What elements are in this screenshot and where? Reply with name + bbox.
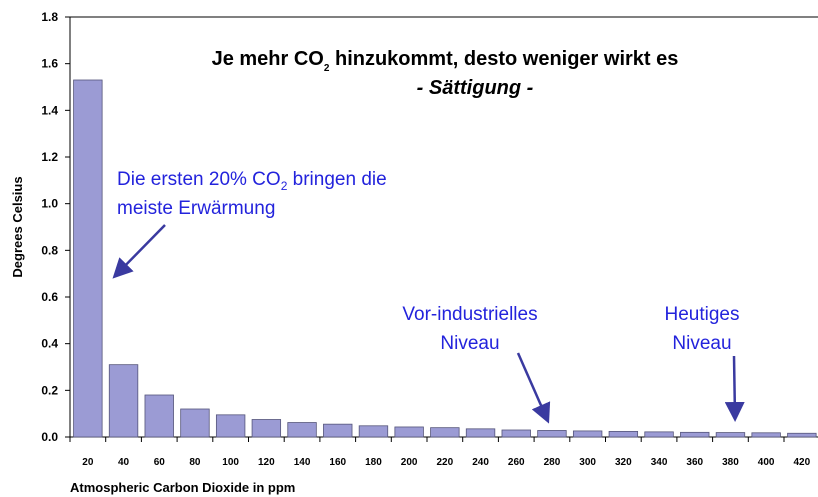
x-tick-label: 300 [579, 457, 596, 468]
bars [73, 79, 817, 438]
bar [751, 432, 781, 438]
y-tick-label: 0.4 [41, 337, 58, 351]
x-tick-label: 180 [365, 457, 382, 468]
bar [430, 427, 460, 438]
x-tick-label: 80 [189, 457, 201, 468]
x-tick-label: 20 [82, 457, 94, 468]
x-tick-label: 140 [294, 457, 311, 468]
bar [537, 430, 567, 438]
bar [787, 432, 817, 438]
bar [251, 419, 282, 438]
x-tick-label: 420 [794, 457, 811, 468]
chart-title: Je mehr CO2 hinzukommt, desto weniger wi… [212, 48, 679, 74]
x-tick-label: 120 [258, 457, 275, 468]
y-tick-label: 1.4 [41, 103, 58, 117]
annotation: meiste Erwärmung [117, 198, 275, 219]
bar [144, 394, 174, 438]
x-tick-label: 200 [401, 457, 418, 468]
x-tick-label: 100 [222, 457, 239, 468]
x-tick-label: 360 [686, 457, 703, 468]
x-tick-label: 340 [651, 457, 668, 468]
bar [644, 431, 674, 438]
y-tick-label: 0.8 [41, 243, 58, 257]
x-tick-label: 40 [118, 457, 130, 468]
x-tick-label: 60 [154, 457, 166, 468]
bar [323, 423, 353, 438]
x-tick-label: 400 [758, 457, 775, 468]
annotation: Niveau [440, 333, 499, 354]
chart-subtitle: - Sättigung - [417, 77, 534, 99]
bar [180, 408, 210, 438]
arrow [112, 224, 166, 279]
bar [501, 429, 531, 438]
x-tick-label: 240 [472, 457, 489, 468]
x-axis-label: Atmospheric Carbon Dioxide in ppm [70, 480, 295, 495]
bar [358, 425, 389, 438]
y-tick-label: 1.6 [41, 57, 58, 71]
plot-area [69, 16, 818, 438]
annotation: Heutiges [665, 304, 740, 325]
y-tick-label: 1.0 [41, 197, 58, 211]
y-tick-label: 0.2 [41, 383, 58, 397]
bar [215, 414, 246, 438]
y-tick-label: 1.2 [41, 150, 58, 164]
y-axis-label: Degrees Celsius [10, 176, 25, 277]
x-tick-label: 280 [544, 457, 561, 468]
arrow [724, 355, 745, 422]
y-tick-label: 1.8 [41, 10, 58, 24]
y-tick-label: 0.0 [41, 430, 58, 444]
bar [73, 79, 103, 438]
x-tick-label: 320 [615, 457, 632, 468]
y-tick-label: 0.6 [41, 290, 58, 304]
arrow [516, 352, 551, 424]
bar [608, 430, 639, 438]
annotation: Die ersten 20% CO2 bringen die [117, 169, 387, 193]
x-tick-label: 160 [329, 457, 346, 468]
bar [394, 426, 424, 438]
x-tick-label: 380 [722, 457, 739, 468]
bar [572, 430, 603, 438]
bar [465, 428, 496, 438]
x-tick-label: 260 [508, 457, 525, 468]
bar [108, 364, 139, 438]
x-tick-label: 220 [437, 457, 454, 468]
bar [680, 431, 710, 438]
annotation: Niveau [672, 333, 731, 354]
bar [715, 432, 746, 438]
bar [287, 422, 317, 438]
annotation: Vor-industrielles [402, 304, 537, 325]
